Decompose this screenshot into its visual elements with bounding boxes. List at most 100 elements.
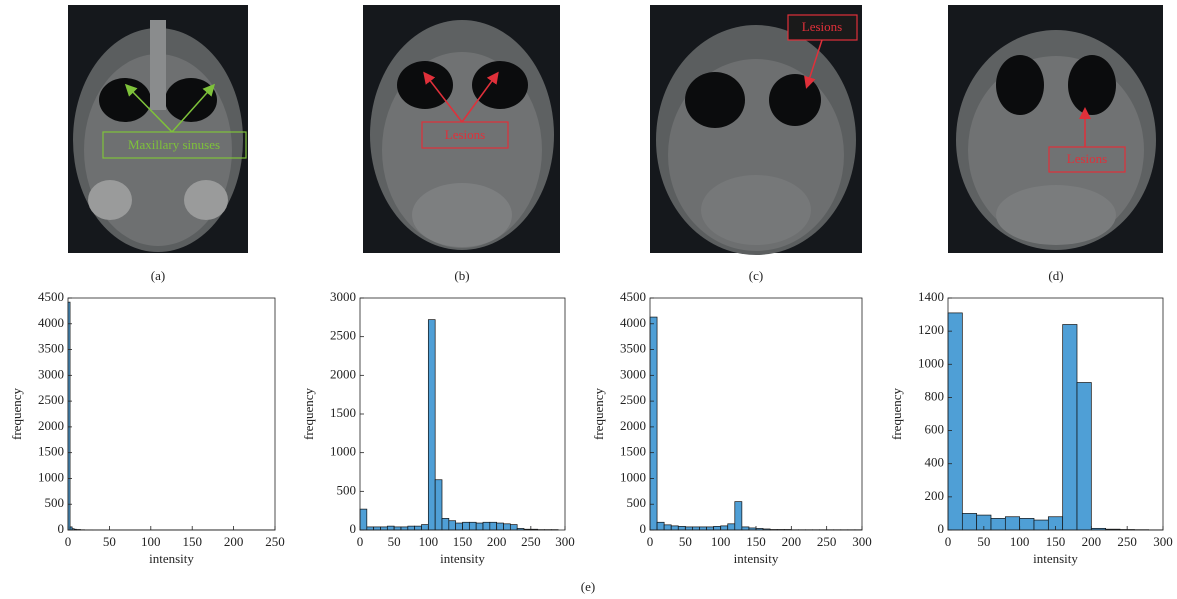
- y-tick-label: 1000: [620, 469, 646, 484]
- histogram-bar: [657, 522, 664, 530]
- y-tick-label: 2500: [330, 328, 356, 343]
- y-tick-label: 200: [925, 488, 945, 503]
- y-axis-label: frequency: [9, 388, 24, 440]
- x-tick-label: 200: [782, 534, 802, 549]
- x-tick-label: 0: [647, 534, 654, 549]
- y-tick-label: 1500: [330, 405, 356, 420]
- histogram-bar: [671, 526, 678, 530]
- plot-area: [650, 298, 862, 530]
- histogram-bar: [728, 524, 735, 530]
- y-tick-label: 2000: [620, 418, 646, 433]
- histogram-bar: [714, 526, 721, 530]
- y-tick-label: 3000: [330, 289, 356, 304]
- figure: Maxillary sinuses Lesions Lesions Le: [0, 0, 1177, 599]
- x-tick-label: 200: [224, 534, 244, 549]
- y-tick-label: 3500: [38, 341, 64, 356]
- y-tick-label: 2500: [38, 392, 64, 407]
- histogram-bar: [962, 513, 976, 530]
- ct-image-d: Lesions: [948, 5, 1163, 253]
- x-tick-label: 100: [1010, 534, 1030, 549]
- y-tick-label: 2000: [38, 418, 64, 433]
- x-tick-label: 150: [182, 534, 202, 549]
- x-axis-label: intensity: [734, 551, 779, 566]
- y-tick-label: 1400: [918, 289, 944, 304]
- x-tick-label: 150: [453, 534, 473, 549]
- x-tick-label: 50: [388, 534, 401, 549]
- histogram-bar: [401, 527, 408, 530]
- x-tick-label: 0: [65, 534, 72, 549]
- ct-image-a: Maxillary sinuses: [68, 5, 248, 253]
- y-tick-label: 4500: [620, 289, 646, 304]
- x-tick-label: 300: [852, 534, 872, 549]
- histogram-bar: [381, 527, 388, 530]
- histogram-bar: [428, 320, 435, 530]
- histogram-bar: [394, 527, 401, 530]
- ct-image-c: Lesions: [650, 5, 862, 255]
- y-tick-label: 4000: [38, 315, 64, 330]
- histogram-bar: [463, 522, 470, 530]
- histogram-bar: [1034, 520, 1048, 530]
- y-tick-label: 1200: [918, 322, 944, 337]
- histogram-bar: [510, 525, 517, 530]
- plot-area: [360, 298, 565, 530]
- plot-area: [68, 298, 275, 530]
- caption: (c): [749, 268, 763, 283]
- annotation: Lesions: [802, 19, 842, 34]
- y-axis-label: frequency: [301, 388, 316, 440]
- x-tick-label: 150: [1046, 534, 1066, 549]
- y-tick-label: 1500: [38, 444, 64, 459]
- y-tick-label: 2500: [620, 392, 646, 407]
- y-tick-label: 3000: [38, 366, 64, 381]
- y-tick-label: 1500: [620, 444, 646, 459]
- x-axis-label: intensity: [149, 551, 194, 566]
- x-tick-label: 50: [679, 534, 692, 549]
- histogram-bar: [408, 526, 415, 530]
- x-tick-label: 0: [945, 534, 952, 549]
- histogram-bar: [678, 526, 685, 530]
- histogram-bar: [490, 522, 497, 530]
- histogram-bar: [735, 502, 742, 530]
- x-tick-label: 0: [357, 534, 364, 549]
- y-axis-label: frequency: [889, 388, 904, 440]
- y-tick-label: 1000: [918, 355, 944, 370]
- x-axis-label: intensity: [440, 551, 485, 566]
- histogram-bar: [504, 524, 511, 530]
- y-axis-label: frequency: [591, 388, 606, 440]
- caption: (a): [151, 268, 165, 283]
- y-tick-label: 4000: [620, 315, 646, 330]
- annotation: Maxillary sinuses: [128, 137, 220, 152]
- histogram-bar: [948, 313, 962, 530]
- caption: (b): [454, 268, 469, 283]
- histogram-bar: [476, 523, 483, 530]
- histogram-bar: [422, 525, 429, 530]
- y-tick-label: 800: [925, 388, 945, 403]
- ct-image-b: Lesions: [363, 5, 560, 253]
- y-tick-label: 600: [925, 422, 945, 437]
- histogram-bar: [415, 526, 422, 530]
- y-tick-label: 4500: [38, 289, 64, 304]
- y-tick-label: 2000: [330, 366, 356, 381]
- histogram-bar: [469, 522, 476, 530]
- histogram-bar: [1005, 517, 1019, 530]
- histogram-bar: [483, 522, 490, 530]
- x-tick-label: 250: [265, 534, 285, 549]
- histogram-bar: [449, 521, 456, 530]
- x-tick-label: 250: [1117, 534, 1137, 549]
- histogram-bar: [692, 527, 699, 530]
- x-tick-label: 200: [487, 534, 507, 549]
- histogram-bar: [707, 527, 714, 530]
- y-tick-label: 3000: [620, 366, 646, 381]
- x-tick-label: 50: [977, 534, 990, 549]
- caption: (e): [581, 579, 595, 594]
- y-tick-label: 0: [938, 521, 945, 536]
- histogram-bar: [1063, 325, 1077, 530]
- y-tick-label: 3500: [620, 341, 646, 356]
- y-tick-label: 500: [45, 495, 65, 510]
- x-tick-label: 250: [521, 534, 541, 549]
- x-tick-label: 300: [1153, 534, 1173, 549]
- x-tick-label: 50: [103, 534, 116, 549]
- histogram-bar: [650, 317, 657, 530]
- annotation: Lesions: [1067, 151, 1107, 166]
- histogram-bar: [360, 509, 367, 530]
- histogram-bar: [664, 525, 671, 530]
